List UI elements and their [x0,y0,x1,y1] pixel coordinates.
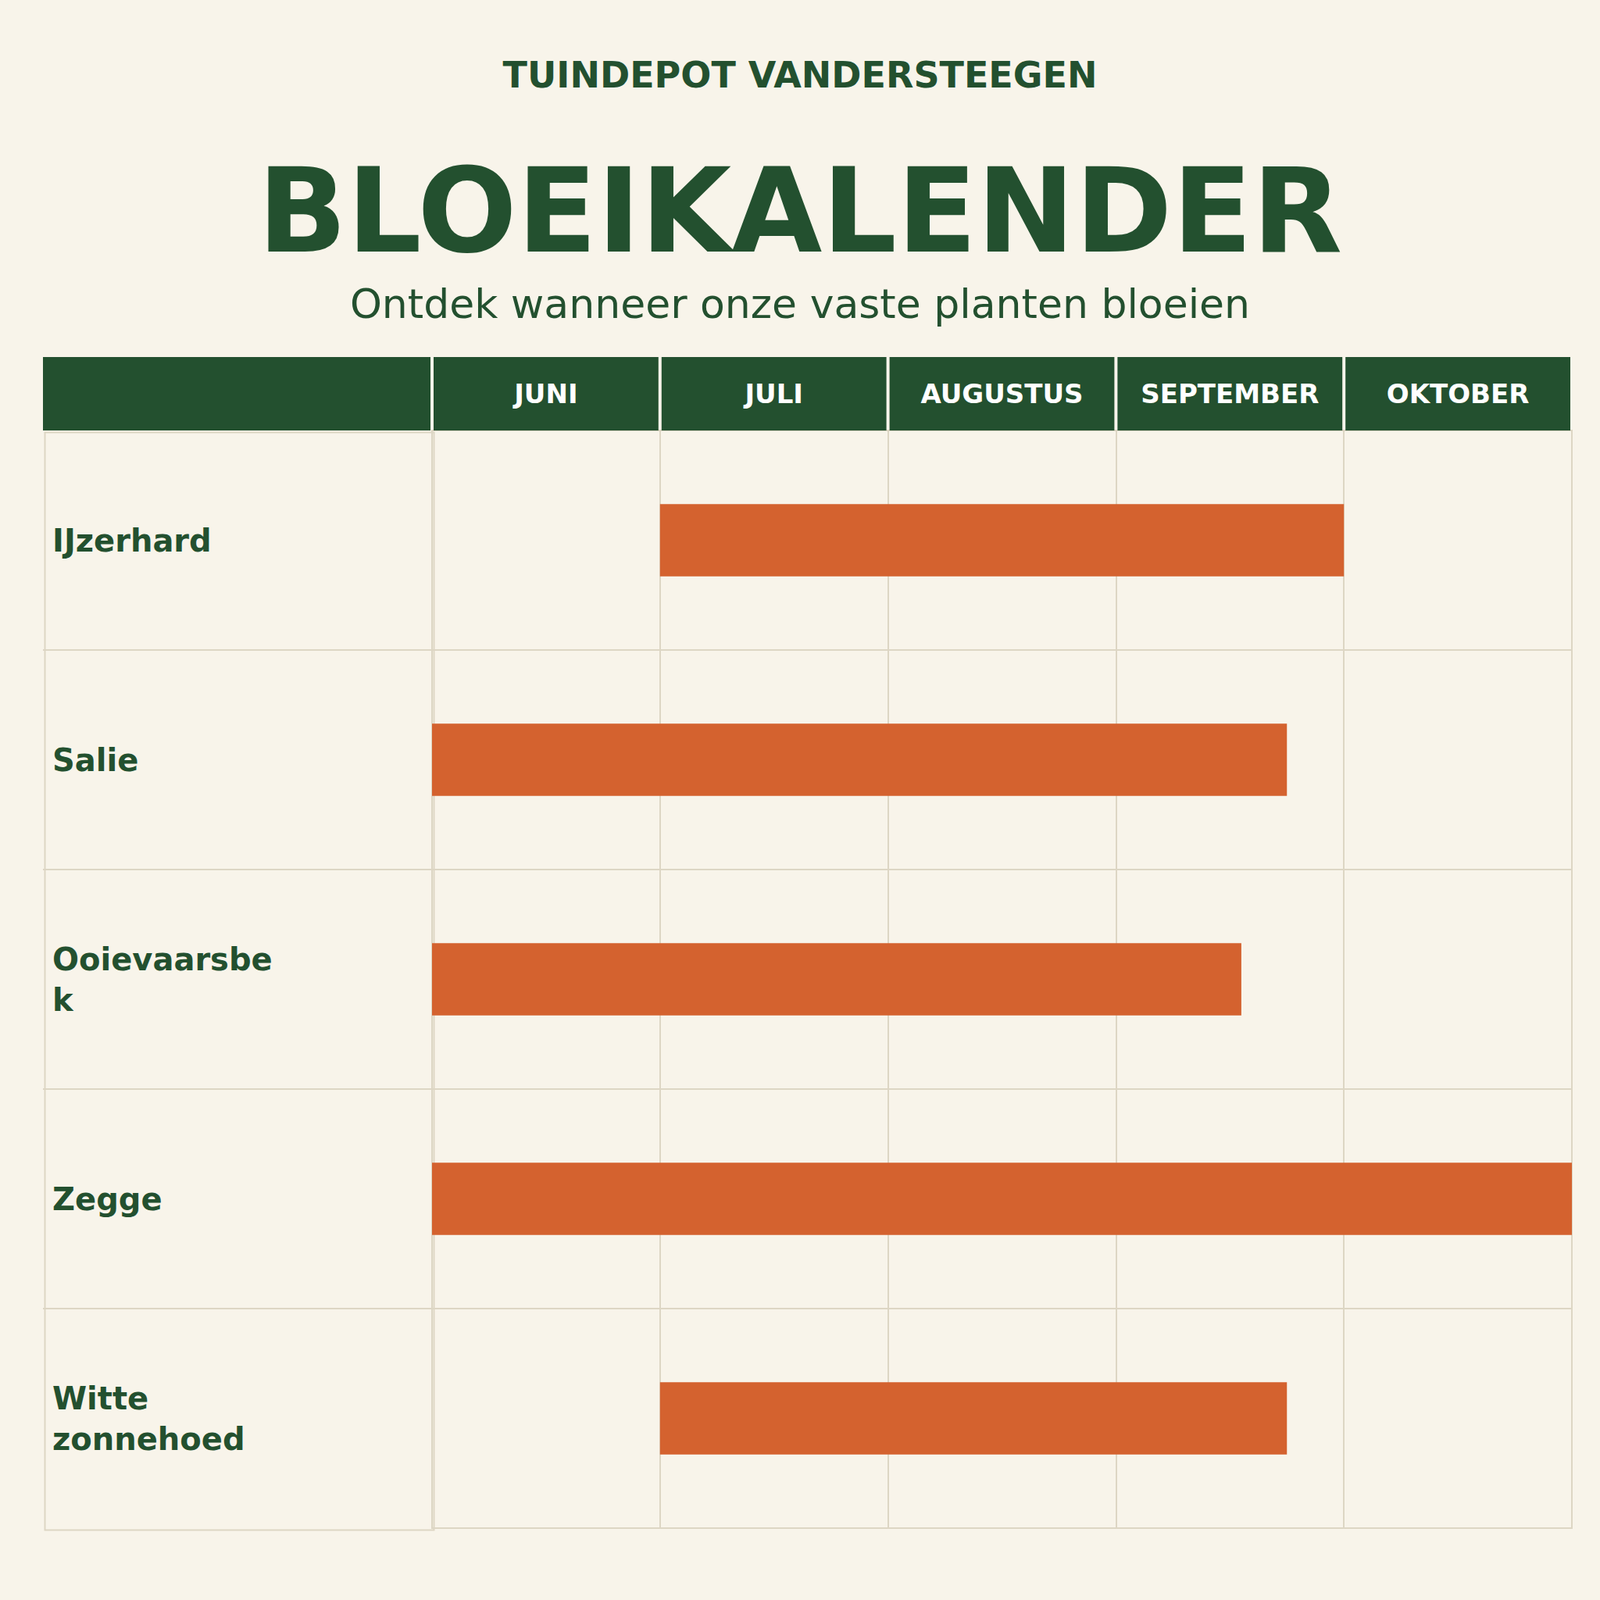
svg-text:IJzerhard: IJzerhard [52,522,212,559]
svg-text:Ontdek wanneer onze vaste plan: Ontdek wanneer onze vaste planten bloeie… [350,280,1250,328]
svg-text:SEPTEMBER: SEPTEMBER [1140,378,1319,410]
svg-text:AUGUSTUS: AUGUSTUS [920,378,1083,410]
svg-text:k: k [52,982,75,1018]
svg-text:Salie: Salie [52,742,139,779]
svg-text:Ooievaarsbe: Ooievaarsbe [52,941,273,978]
svg-text:JULI: JULI [742,378,804,410]
svg-text:Zegge: Zegge [52,1181,163,1218]
svg-text:zonnehoed: zonnehoed [52,1421,246,1458]
svg-text:BLOEIKALENDER: BLOEIKALENDER [257,142,1343,279]
svg-text:JUNI: JUNI [512,378,578,410]
svg-text:OKTOBER: OKTOBER [1386,378,1530,410]
svg-text:TUINDEPOT VANDERSTEEGEN: TUINDEPOT VANDERSTEEGEN [503,53,1098,97]
svg-text:Witte: Witte [52,1380,160,1417]
